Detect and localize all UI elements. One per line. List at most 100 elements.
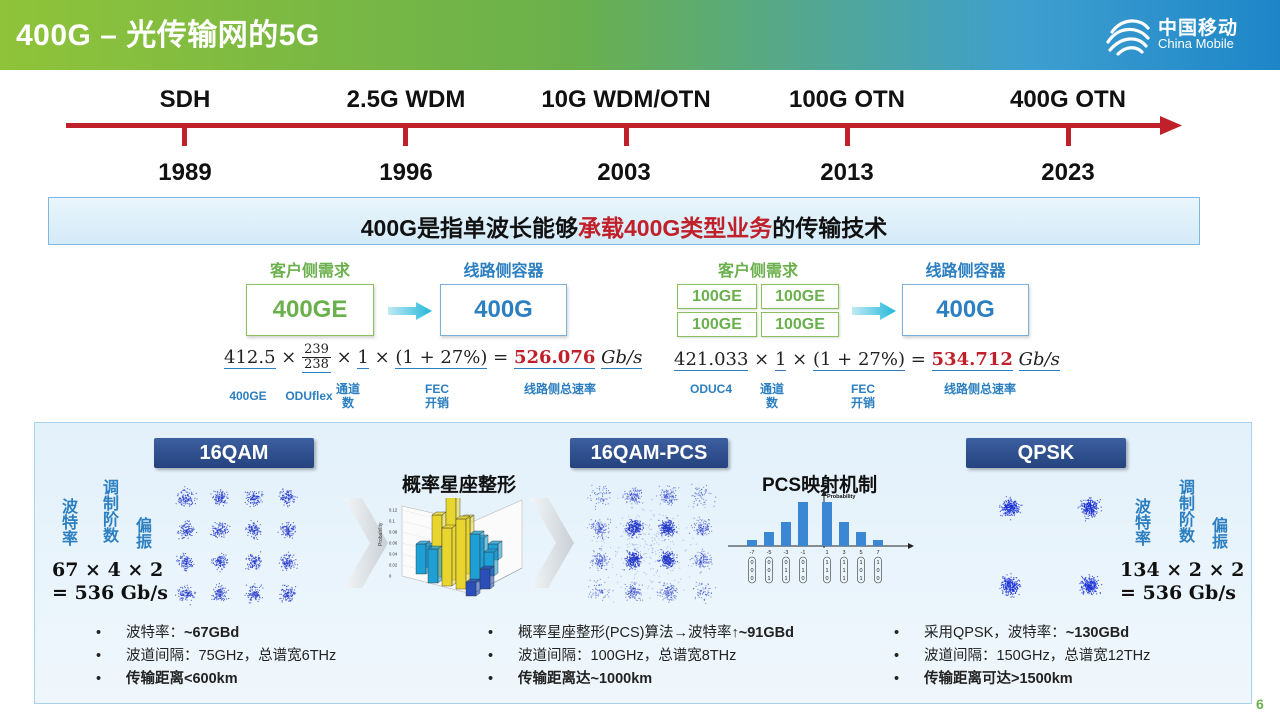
map-bit: 1 bbox=[825, 560, 828, 566]
timeline-era-100g: 100G OTN bbox=[788, 86, 906, 113]
right-client-box-4: 100GE bbox=[761, 312, 839, 337]
left-line-label: 线路侧容器 bbox=[463, 263, 544, 280]
map-tick-label: 7 bbox=[876, 550, 879, 556]
map-bit: 1 bbox=[801, 568, 804, 574]
right-client-box-3: 100GE bbox=[677, 312, 757, 337]
map-tick-label: -1 bbox=[801, 550, 806, 556]
map-tick-label: 3 bbox=[842, 550, 845, 556]
constellation-qpsk bbox=[999, 496, 1103, 598]
right-eq-line2: = 536 Gb/s bbox=[1120, 582, 1236, 604]
header-bar bbox=[0, 0, 1280, 70]
heading-pcs: 概率星座整形 bbox=[402, 475, 517, 496]
timeline-year-2023: 2023 bbox=[1041, 159, 1095, 186]
map-tick-label: -5 bbox=[767, 550, 772, 556]
bullet-item: 波道间隔：150GHz，总谱宽12THz bbox=[894, 645, 1150, 668]
label-polarization-right: 偏振 bbox=[1209, 517, 1226, 549]
left-formula: 412.5 × 239 238 × 1 × (1 + 27%) = 526.076… bbox=[224, 342, 643, 373]
left-client-box: 400GE bbox=[246, 284, 374, 336]
chart-bar-side bbox=[489, 565, 495, 590]
left-note-channels: 通道数 bbox=[335, 382, 360, 410]
bullets-16qam: 波特率：~67GBd 波道间隔：75GHz，总谱宽6THz 传输距离<600km bbox=[96, 622, 336, 691]
timeline-year-1989: 1989 bbox=[158, 159, 212, 186]
map-bit: 1 bbox=[859, 560, 862, 566]
bullet-item: 传输距离<600km bbox=[96, 668, 336, 691]
chart-bar-side bbox=[493, 548, 499, 577]
map-bar bbox=[839, 522, 849, 546]
map-bit-capsule bbox=[782, 556, 790, 584]
left-note-oduflex: ODUflex bbox=[285, 389, 333, 403]
timeline-tick bbox=[845, 126, 850, 146]
tag-qpsk: QPSK bbox=[966, 438, 1126, 468]
map-bit: 1 bbox=[842, 576, 845, 582]
map-bit: 0 bbox=[825, 576, 828, 582]
bullet-item: 波道间隔：100GHz，总谱宽8THz bbox=[488, 645, 794, 668]
bullet-item: 采用QPSK，波特率：~130GBd bbox=[894, 622, 1150, 645]
map-bit: 0 bbox=[750, 576, 753, 582]
map-bit: 1 bbox=[842, 560, 845, 566]
map-bit: 1 bbox=[842, 568, 845, 574]
right-note-channels: 通道数 bbox=[759, 382, 784, 410]
tag-16qam: 16QAM bbox=[154, 438, 314, 468]
map-bit: 0 bbox=[876, 576, 879, 582]
chart-bar bbox=[441, 527, 453, 587]
right-eq-line1: 134 × 2 × 2 bbox=[1120, 559, 1245, 581]
pcs-probability-3d-chart: Probability 0.120.10.080.060.040.020 bbox=[378, 498, 523, 597]
chart-bar bbox=[427, 548, 439, 584]
right-client-label: 客户侧需求 bbox=[717, 263, 798, 280]
pcs-mapping-chart: Probability -7 0 0 0 -5 0 0 1 -3 0 1 1 -1 0 1 0 1 1 1 0 3 1 1 1… bbox=[728, 490, 914, 584]
odu-fraction: 239 238 bbox=[302, 342, 331, 373]
bullet-item: 传输距离达~1000km bbox=[488, 668, 794, 691]
chart-bar-side bbox=[451, 524, 457, 587]
arrow-right-icon bbox=[852, 302, 896, 320]
map-prob-label: Probability bbox=[827, 494, 856, 500]
chart-axis-label: Probability bbox=[378, 522, 384, 546]
map-bit: 1 bbox=[859, 576, 862, 582]
chart-bar-side bbox=[475, 578, 481, 597]
chevron-right-icon bbox=[344, 498, 388, 588]
timeline-tick bbox=[182, 126, 187, 146]
timeline-arrow bbox=[66, 116, 1182, 146]
timeline-tick bbox=[1066, 126, 1071, 146]
map-bit-capsule bbox=[765, 556, 773, 584]
map-bit: 1 bbox=[876, 560, 879, 566]
bullets-16qam-pcs: 概率星座整形(PCS)算法→波特率↑~91GBd 波道间隔：100GHz，总谱宽… bbox=[488, 622, 794, 691]
right-formula: 421.033 × 1 × (1 + 27%) = 534.712 Gb/s bbox=[674, 349, 1060, 371]
definition-text: 400G是指单波长能够承载400G类型业务的传输技术 bbox=[360, 215, 888, 241]
right-line-box: 400G bbox=[902, 284, 1029, 336]
logo-text-cn: 中国移动 bbox=[1158, 18, 1239, 39]
chart-bar-side bbox=[437, 545, 443, 584]
left-eq-line1: 67 × 4 × 2 bbox=[52, 559, 164, 581]
timeline-year-2013: 2013 bbox=[820, 159, 874, 186]
constellation-16qam-pcs bbox=[586, 483, 717, 604]
map-bar bbox=[856, 532, 866, 546]
map-bit-capsule bbox=[840, 556, 848, 584]
left-note-400ge: 400GE bbox=[229, 389, 267, 403]
map-bit: 0 bbox=[801, 560, 804, 566]
timeline-era-sdh: SDH bbox=[159, 86, 211, 113]
map-bar bbox=[747, 540, 757, 546]
chart-bar bbox=[455, 518, 467, 590]
left-client-label: 客户侧需求 bbox=[269, 263, 350, 280]
map-bit-capsule bbox=[799, 556, 807, 584]
map-bit: 0 bbox=[859, 568, 862, 574]
map-bit: 1 bbox=[784, 576, 787, 582]
map-bit: 0 bbox=[767, 568, 770, 574]
timeline-tick bbox=[403, 126, 408, 146]
label-mod-order: 调制阶数 bbox=[100, 479, 117, 543]
bullet-item: 波道间隔：75GHz，总谱宽6THz bbox=[96, 645, 336, 668]
label-baud-rate-right: 波特率 bbox=[1132, 498, 1149, 546]
map-bar bbox=[873, 540, 883, 546]
map-bar bbox=[781, 522, 791, 546]
bullets-qpsk: 采用QPSK，波特率：~130GBd 波道间隔：150GHz，总谱宽12THz … bbox=[894, 622, 1150, 691]
map-tick-label: 5 bbox=[859, 550, 862, 556]
bullet-item: 概率星座整形(PCS)算法→波特率↑~91GBd bbox=[488, 622, 794, 645]
timeline-era-400g: 400G OTN bbox=[1009, 86, 1127, 113]
map-bit-capsule bbox=[857, 556, 865, 584]
bullet-item: 传输距离可达>1500km bbox=[894, 668, 1150, 691]
timeline-era-10g: 10G WDM/OTN bbox=[541, 86, 711, 113]
map-bit: 1 bbox=[825, 568, 828, 574]
china-mobile-logo-icon bbox=[1106, 19, 1150, 56]
map-bar bbox=[764, 532, 774, 546]
map-bit: 0 bbox=[801, 576, 804, 582]
arrow-right-icon bbox=[388, 302, 432, 320]
